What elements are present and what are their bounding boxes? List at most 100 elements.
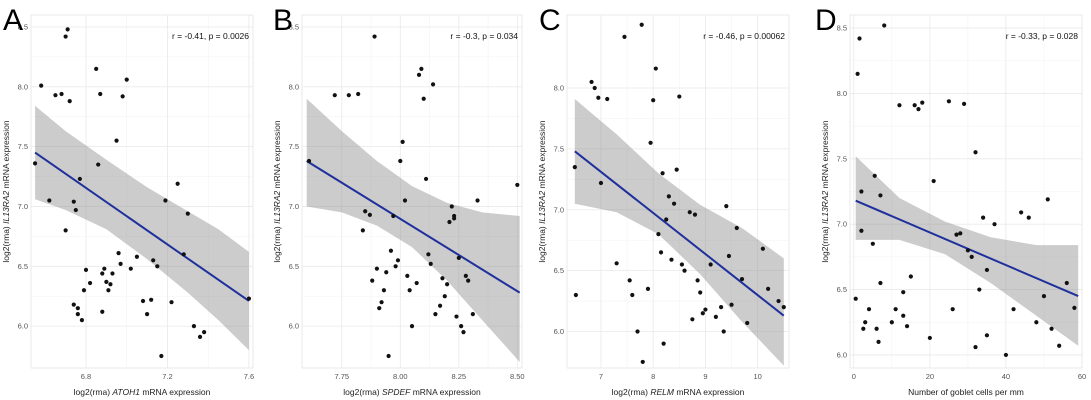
data-point	[65, 27, 70, 32]
data-point	[140, 298, 146, 304]
panel-c: 7 8 9 10 6.0 6.5 7.0 7.5 8.0 r = -0.46, p = 0.000…	[537, 4, 790, 397]
data-point	[149, 297, 154, 302]
data-point	[682, 268, 687, 273]
data-point	[144, 312, 150, 317]
data-point	[388, 248, 394, 253]
data-point	[592, 85, 597, 91]
data-point	[627, 278, 632, 283]
data-point	[449, 204, 454, 209]
data-point	[395, 258, 401, 263]
y-tick-label: 8.5	[837, 24, 847, 33]
data-point	[703, 307, 708, 312]
data-point	[965, 248, 971, 253]
data-point	[466, 278, 471, 283]
regression-line	[306, 160, 521, 294]
data-point	[1034, 320, 1039, 325]
data-point	[984, 267, 990, 273]
data-point	[664, 217, 669, 222]
data-point	[106, 288, 111, 293]
y-axis-label: log2(rma) IL13RA2 mRNA expression	[537, 120, 547, 262]
data-point	[904, 324, 910, 329]
data-point	[391, 213, 396, 219]
y-tick-label: 7.0	[554, 205, 564, 214]
data-point	[669, 257, 674, 262]
data-point	[456, 255, 461, 261]
correlation-annotation: r = -0.41, p = 0.0026	[172, 31, 249, 41]
y-axis-label: log2(rma) IL13RA2 mRNA expression	[1, 120, 11, 262]
panel-a: 6.8 7.2 7.6 6.0 6.5 7.0 7.5 8.0 8.5 r = -0.41, p …	[1, 4, 254, 397]
data-point	[653, 66, 658, 71]
data-point	[360, 228, 365, 233]
data-point	[1019, 210, 1024, 215]
data-point	[75, 312, 80, 317]
data-point	[367, 212, 372, 217]
data-point	[690, 317, 695, 322]
data-point	[1011, 307, 1016, 312]
data-point	[47, 198, 52, 203]
data-point	[658, 250, 664, 255]
data-point	[766, 286, 771, 291]
data-point	[671, 201, 677, 206]
data-point	[475, 198, 480, 203]
data-point	[598, 180, 604, 186]
data-point	[414, 280, 419, 286]
data-point	[433, 312, 438, 317]
data-point	[463, 273, 468, 278]
data-point	[440, 276, 445, 281]
data-point	[155, 264, 160, 269]
data-point	[423, 176, 429, 182]
data-point	[416, 72, 422, 77]
data-point	[640, 359, 645, 365]
panel-letter: D	[815, 4, 837, 37]
data-point	[878, 280, 883, 286]
data-point	[110, 271, 115, 276]
y-tick-label: 6.5	[289, 262, 299, 271]
plot-area	[301, 14, 523, 369]
data-point	[912, 103, 917, 108]
x-tick-label: 60	[1078, 372, 1086, 381]
data-point	[400, 139, 405, 144]
data-point	[687, 210, 692, 215]
data-point	[954, 232, 959, 237]
data-point	[977, 287, 982, 292]
y-tick-label: 8.0	[289, 82, 299, 91]
data-point	[760, 246, 765, 251]
data-point	[461, 330, 466, 335]
data-point	[853, 296, 858, 301]
y-tick-label: 7.0	[289, 202, 299, 211]
panel-letter: C	[539, 4, 561, 37]
x-tick-label: 10	[753, 372, 761, 381]
data-point	[661, 341, 666, 346]
data-point	[859, 189, 864, 194]
data-point	[713, 314, 718, 319]
data-point	[679, 262, 685, 267]
data-point	[958, 231, 963, 236]
data-point	[897, 103, 902, 108]
data-point	[421, 96, 426, 101]
y-tick-label: 6.0	[289, 322, 299, 331]
data-point	[908, 274, 913, 279]
confidence-band	[306, 98, 520, 363]
x-axis-label: log2(rma) RELM mRNA expression	[612, 387, 745, 397]
regression-line	[855, 199, 1079, 298]
data-point	[419, 66, 424, 71]
data-point	[863, 320, 868, 325]
correlation-annotation: r = -0.46, p = 0.00062	[703, 31, 785, 41]
data-point	[437, 303, 443, 308]
data-point	[573, 292, 578, 298]
y-tick-label: 8.0	[554, 84, 564, 93]
plot-area	[566, 14, 790, 369]
data-point	[946, 99, 951, 104]
data-point	[181, 252, 186, 257]
data-point	[726, 253, 732, 259]
data-point	[39, 83, 44, 88]
data-point	[698, 290, 703, 295]
data-point	[398, 158, 403, 164]
data-point	[100, 271, 105, 276]
data-point	[442, 294, 447, 299]
y-tick-label: 7.5	[837, 154, 847, 163]
plot-area	[30, 14, 254, 369]
data-point	[32, 161, 38, 166]
panel-letter: A	[3, 4, 23, 37]
